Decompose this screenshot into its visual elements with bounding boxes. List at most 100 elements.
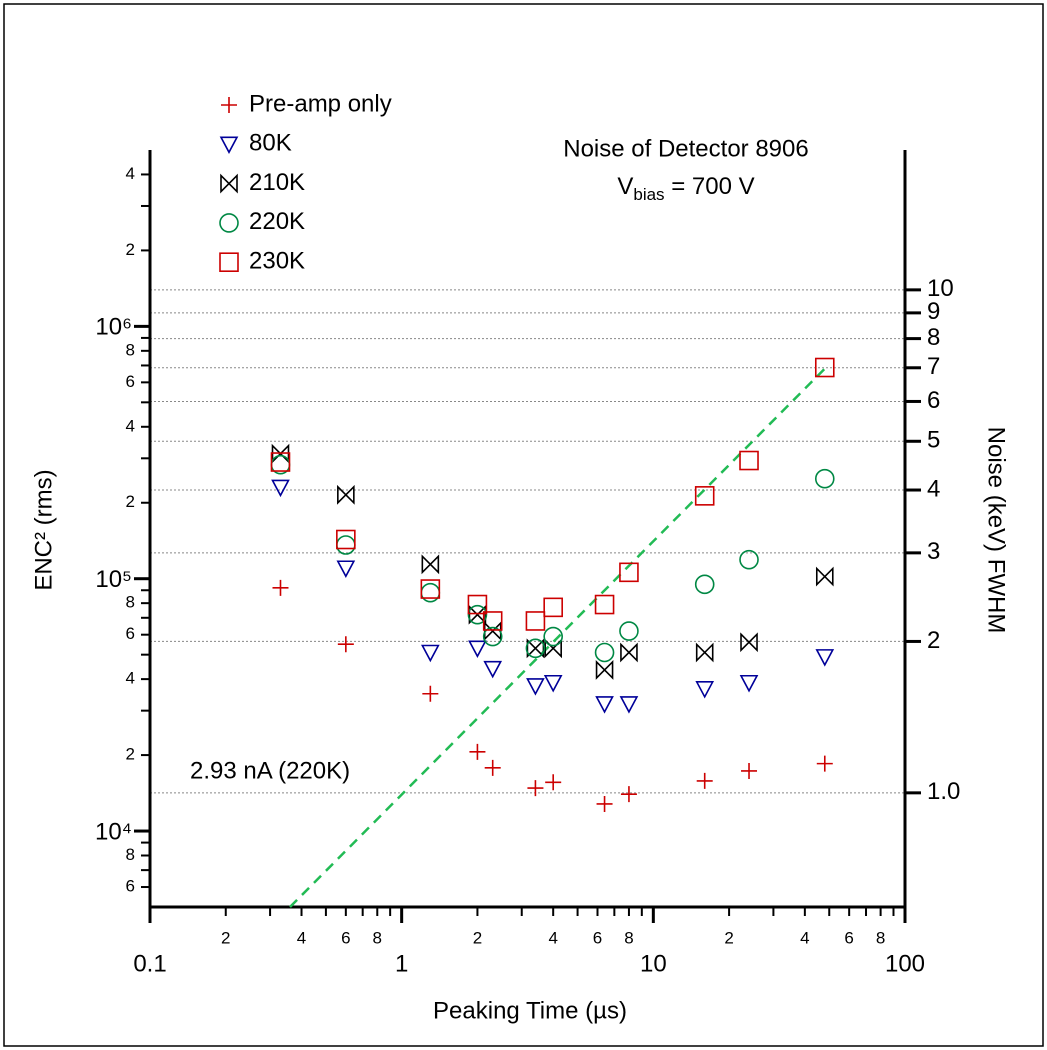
- marker-plus: [527, 780, 544, 797]
- subtitle-sub: bias: [633, 185, 664, 204]
- marker-circle: [694, 574, 715, 595]
- marker-triangle: [695, 681, 715, 699]
- marker-triangle: [739, 674, 759, 693]
- marker-circle: [814, 468, 835, 489]
- x-tick-label: 6: [593, 928, 602, 947]
- x-tick-label: 2: [724, 928, 733, 947]
- y-tick-label: 6: [126, 372, 135, 391]
- marker-circle: [420, 582, 441, 603]
- y2-tick-label: 8: [927, 324, 940, 351]
- marker-circle: [543, 626, 563, 647]
- x-tick-label: 6: [844, 928, 853, 947]
- marker-circle: [482, 626, 503, 647]
- x-tick-label: 8: [624, 928, 633, 947]
- marker-triangle: [526, 678, 545, 696]
- legend-label: 230K: [249, 248, 305, 275]
- x-tick-label: 4: [548, 928, 557, 947]
- x-tick-label: 6: [341, 928, 350, 947]
- marker-bowtie: [695, 642, 714, 663]
- x-tick-label: 2: [221, 928, 230, 947]
- legend-label: 220K: [249, 208, 305, 235]
- x-tick-label: 8: [876, 928, 885, 947]
- marker-plus: [596, 795, 613, 812]
- marker-triangle: [815, 649, 835, 667]
- x-tick-label: 4: [297, 928, 306, 947]
- y-tick-label: 10⁴: [95, 818, 132, 845]
- marker-bowtie: [620, 642, 638, 663]
- marker-plus: [221, 97, 237, 113]
- x-tick-label: 0.1: [133, 950, 166, 977]
- marker-circle: [525, 638, 546, 659]
- y-tick-label: 4: [126, 164, 135, 183]
- y2-tick-label: 5: [927, 427, 940, 454]
- x-tick-label: 1: [395, 950, 408, 977]
- y-tick-label: 2: [126, 240, 135, 259]
- y-tick-label: 8: [126, 340, 135, 359]
- y2-tick-label: 10: [927, 275, 954, 302]
- marker-square: [594, 594, 615, 615]
- x-tick-label: 2: [473, 928, 482, 947]
- marker-square: [219, 252, 239, 272]
- marker-plus: [484, 759, 501, 776]
- marker-square: [336, 529, 356, 550]
- x-tick-label: 10: [640, 950, 667, 977]
- y-tick-label: 6: [126, 877, 135, 896]
- y-tick-label: 8: [126, 593, 135, 612]
- marker-triangle: [219, 136, 239, 155]
- subtitle-main: V: [617, 173, 633, 200]
- legend-label: 80K: [249, 130, 292, 157]
- marker-circle: [619, 621, 639, 641]
- y-axis-label: ENC² (rms): [30, 469, 57, 590]
- marker-bowtie: [483, 621, 502, 642]
- marker-plus: [545, 774, 562, 791]
- marker-bowtie: [526, 638, 545, 659]
- y-tick-label: 8: [126, 845, 135, 864]
- marker-plus: [469, 743, 486, 760]
- marker-plus: [272, 579, 289, 596]
- marker-triangle: [468, 640, 487, 658]
- subtitle-rest: = 700 V: [665, 173, 755, 200]
- marker-square: [739, 450, 759, 471]
- frame: [3, 3, 1044, 1047]
- marker-triangle: [619, 696, 639, 714]
- x-tick-label: 100: [885, 950, 925, 977]
- y2-tick-label: 7: [927, 353, 940, 380]
- marker-plus: [422, 685, 439, 702]
- legend-label: Pre-amp only: [249, 90, 392, 117]
- marker-square: [543, 597, 563, 618]
- marker-square: [420, 579, 441, 599]
- marker-square: [694, 486, 715, 506]
- marker-triangle: [271, 479, 290, 498]
- y2-tick-label: 9: [927, 298, 940, 325]
- x-tick-label: 8: [373, 928, 382, 947]
- marker-circle: [739, 549, 759, 570]
- chart-title: Noise of Detector 8906: [563, 135, 808, 162]
- y-tick-label: 10⁶: [95, 314, 132, 341]
- chart-subtitle: Vbias = 700 V: [617, 173, 754, 204]
- marker-bowtie: [337, 484, 355, 505]
- marker-plus: [741, 762, 758, 779]
- marker-triangle: [483, 660, 503, 679]
- marker-square: [814, 357, 835, 378]
- y-tick-label: 6: [126, 624, 135, 643]
- marker-triangle: [421, 644, 440, 663]
- y-tick-label: 2: [126, 492, 135, 511]
- marker-plus: [816, 755, 833, 772]
- marker-plus: [620, 786, 637, 803]
- marker-square: [270, 452, 291, 472]
- reference-label: 2.93 nA (220K): [190, 757, 350, 784]
- y2-tick-label: 4: [927, 475, 940, 502]
- marker-triangle: [543, 674, 563, 693]
- y-tick-label: 2: [126, 745, 135, 764]
- marker-circle: [467, 604, 488, 625]
- x-tick-label: 4: [800, 928, 809, 947]
- marker-plus: [337, 636, 354, 653]
- y-tick-label: 4: [126, 416, 135, 435]
- y2-axis-label: Noise (keV) FWHM: [983, 427, 1010, 634]
- marker-bowtie: [421, 554, 440, 575]
- marker-triangle: [595, 696, 614, 714]
- marker-circle: [336, 535, 356, 555]
- marker-triangle: [336, 560, 356, 578]
- x-axis-label: Peaking Time (µs): [433, 997, 627, 1024]
